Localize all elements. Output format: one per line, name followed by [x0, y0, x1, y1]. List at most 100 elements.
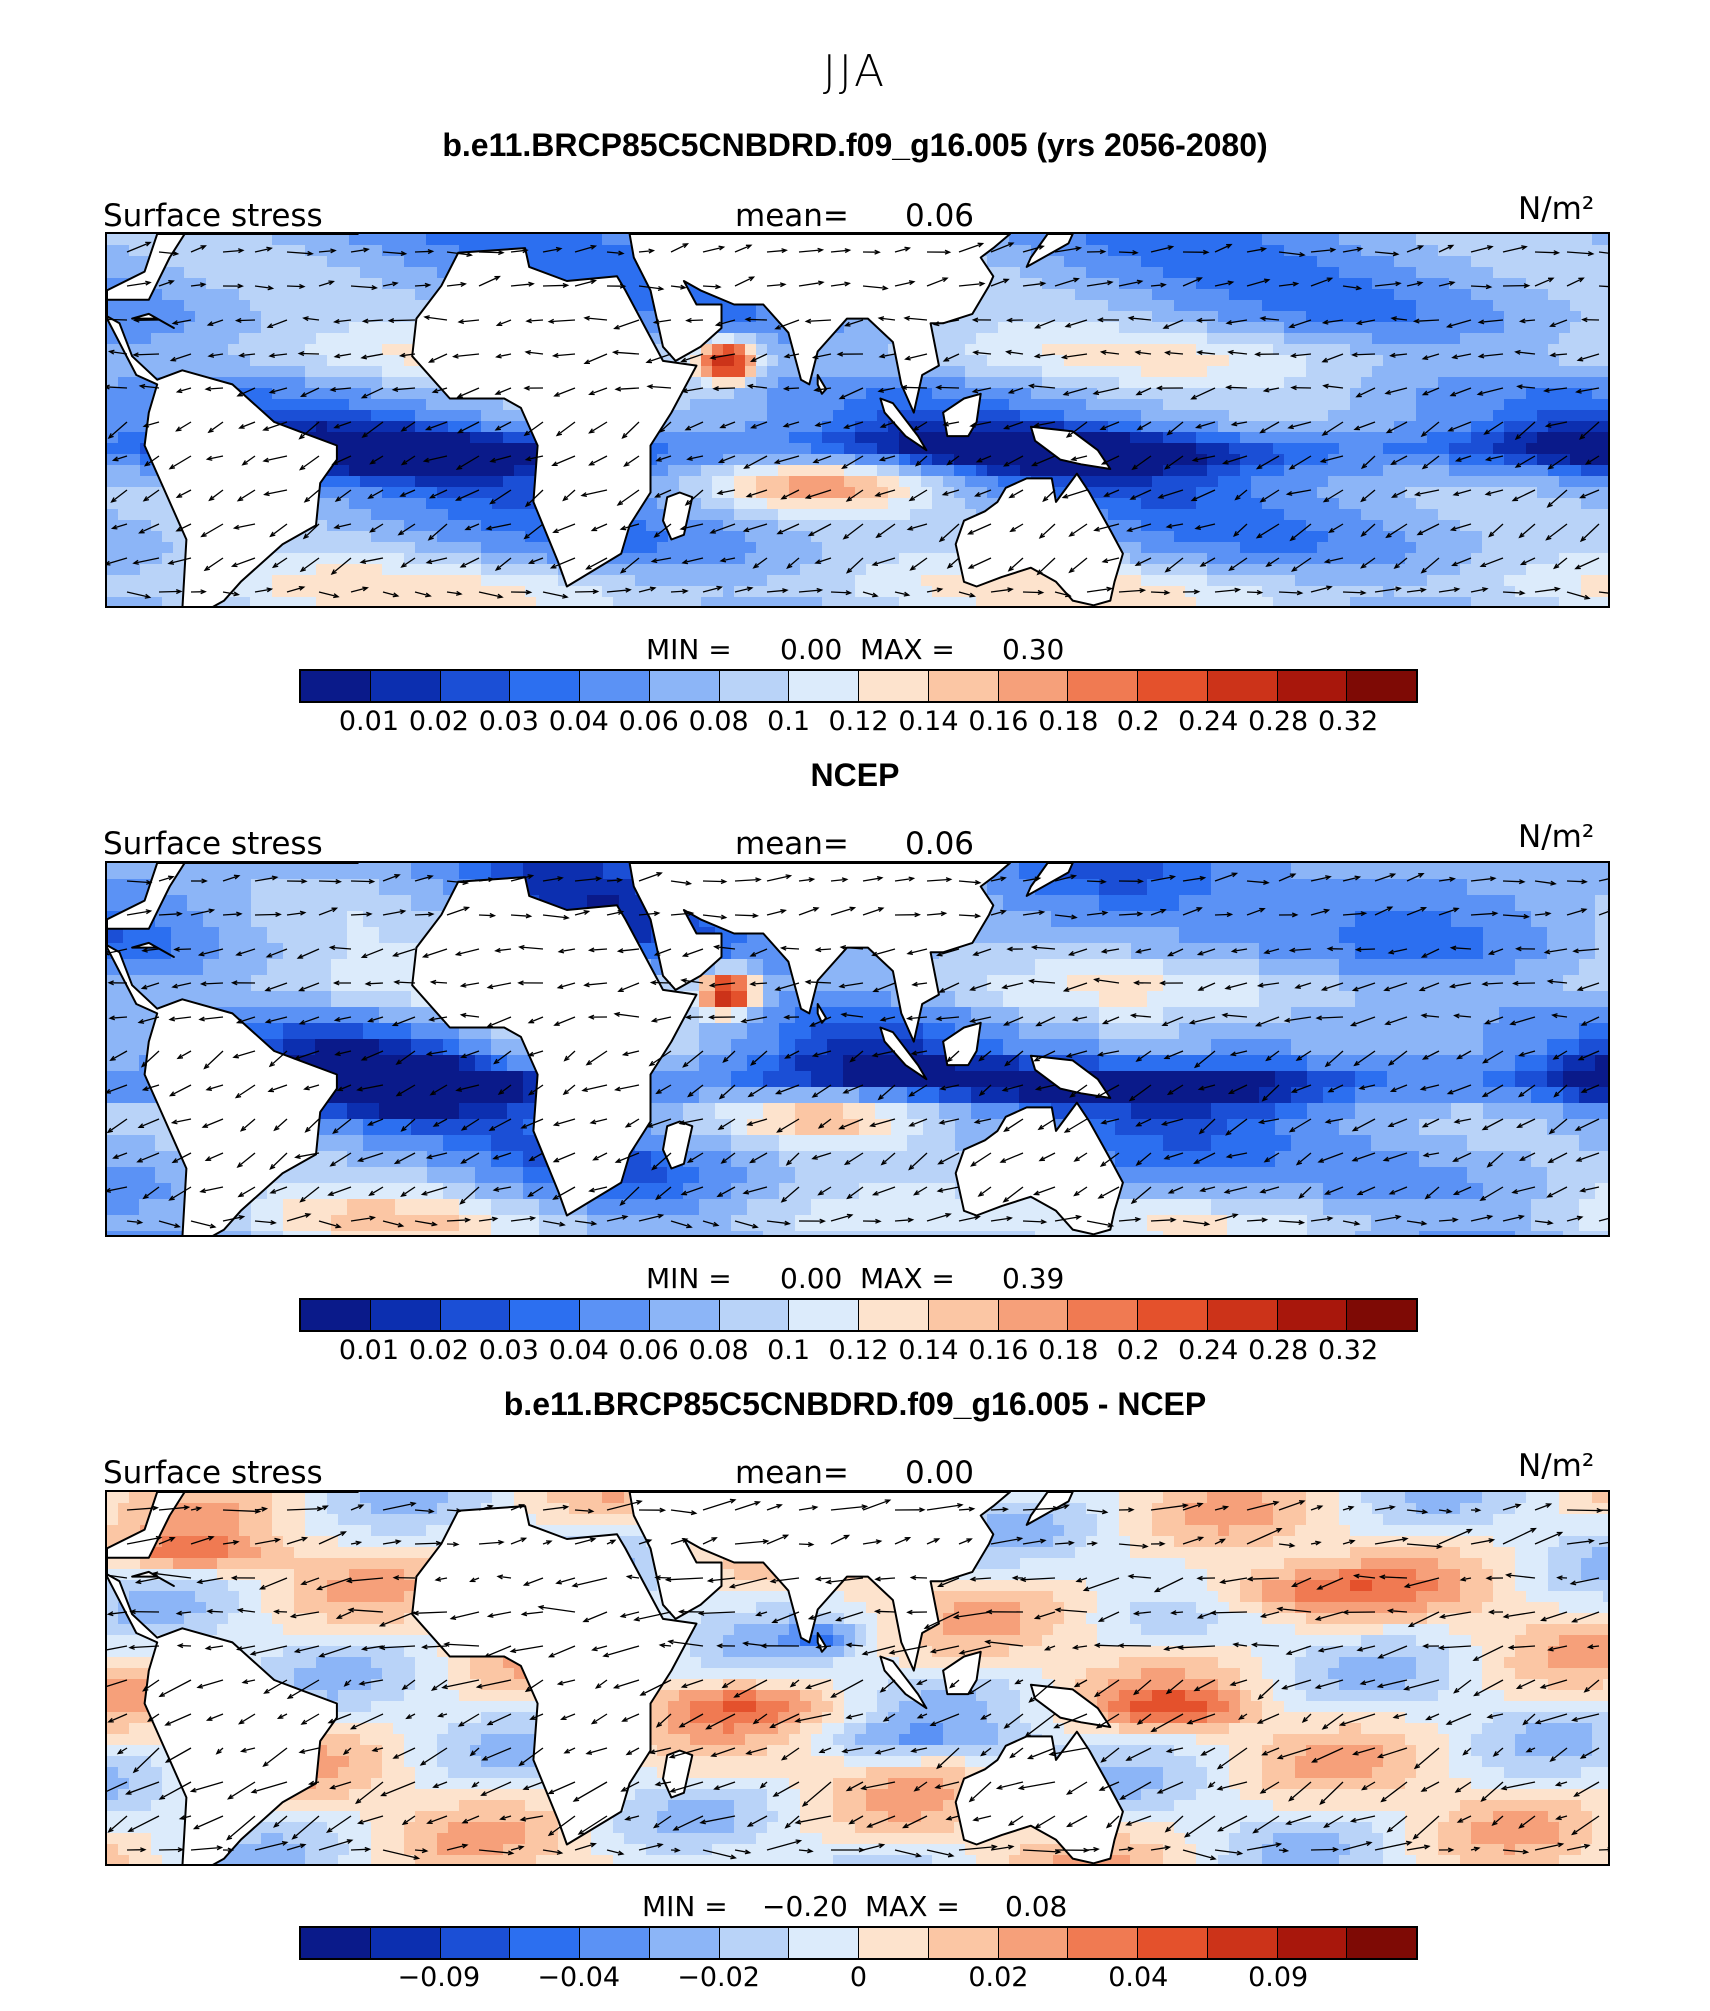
colorbar-tick-label: 0.1: [767, 706, 811, 737]
colorbar-swatch: [440, 671, 511, 701]
panel-3-mean-value: 0.00: [905, 1455, 975, 1491]
stress-vectors: [107, 872, 1608, 1229]
colorbar-tick-label: 0.24: [1178, 706, 1239, 737]
colorbar-tick-label: −0.09: [397, 1962, 481, 1993]
panel-3-max-label: MAX =: [865, 1890, 960, 1923]
colorbar-swatch: [998, 671, 1069, 701]
colorbar-swatch: [301, 671, 371, 701]
colorbar-tick-label: 0.06: [618, 706, 679, 737]
colorbar-tick-label: 0.2: [1116, 706, 1160, 737]
colorbar-swatch: [859, 671, 929, 701]
panel-1-map-svg: [107, 234, 1608, 606]
colorbar-tick-label: 0.18: [1038, 1335, 1099, 1366]
colorbar-tick-label: 0: [849, 1962, 868, 1993]
colorbar-tick-label: 0.03: [478, 706, 539, 737]
colorbar-tick-label: 0.32: [1318, 706, 1379, 737]
panel-2-mean-value: 0.06: [905, 826, 975, 862]
colorbar-swatch: [510, 671, 580, 701]
colorbar-swatch: [1068, 671, 1138, 701]
colorbar-swatch: [719, 671, 790, 701]
colorbar-tick-label: −0.02: [677, 1962, 760, 1993]
colorbar-swatch: [789, 1300, 859, 1330]
panel-2-map-svg: [107, 863, 1608, 1235]
colorbar-swatch: [440, 1928, 511, 1958]
panel-2-mean-label: mean=: [735, 826, 849, 862]
stress-vectors: [107, 241, 1608, 600]
panel-3-title: b.e11.BRCP85C5CNBDRD.f09_g16.005 - NCEP: [503, 1386, 1207, 1422]
panel-1-mean-value: 0.06: [905, 198, 975, 234]
colorbar-swatch: [649, 1300, 720, 1330]
continents: [107, 863, 1124, 1235]
colorbar-tick-label: 0.24: [1178, 1335, 1239, 1366]
panel-1-max-value: 0.30: [1002, 633, 1065, 666]
panel-1-title: b.e11.BRCP85C5CNBDRD.f09_g16.005 (yrs 20…: [442, 127, 1268, 163]
panel-2-max-label: MAX =: [860, 1262, 955, 1295]
panel-3-min-label: MIN =: [642, 1890, 728, 1923]
colorbar-swatch: [1068, 1928, 1138, 1958]
panel-2-colorbar: [299, 1298, 1418, 1332]
colorbar-tick-label: 0.1: [767, 1335, 811, 1366]
colorbar-tick-label: 0.08: [688, 1335, 749, 1366]
panel-3-variable-label: Surface stress: [103, 1455, 323, 1491]
panel-3-mean-label: mean=: [735, 1455, 849, 1491]
colorbar-tick-label: 0.28: [1248, 706, 1309, 737]
panel-2-units: N/m²: [1518, 819, 1595, 855]
colorbar-tick-label: 0.01: [338, 706, 399, 737]
colorbar-tick-label: 0.02: [968, 1962, 1029, 1993]
panel-3-units: N/m²: [1518, 1448, 1595, 1484]
colorbar-swatch: [1207, 1928, 1278, 1958]
colorbar-swatch: [1207, 671, 1278, 701]
panel-2-min-label: MIN =: [646, 1262, 732, 1295]
colorbar-swatch: [580, 1928, 650, 1958]
colorbar-tick-label: 0.04: [1108, 1962, 1169, 1993]
colorbar-swatch: [1277, 671, 1348, 701]
colorbar-tick-label: 0.16: [968, 1335, 1029, 1366]
colorbar-swatch: [370, 671, 441, 701]
continents: [107, 234, 1124, 606]
panel-3-max-value: 0.08: [1005, 1890, 1068, 1923]
colorbar-swatch: [719, 1928, 790, 1958]
colorbar-swatch: [1347, 1300, 1416, 1330]
colorbar-swatch: [1207, 1300, 1278, 1330]
colorbar-swatch: [859, 1300, 929, 1330]
panel-3-colorbar: [299, 1926, 1418, 1960]
colorbar-swatch: [998, 1300, 1069, 1330]
colorbar-tick-label: 0.04: [548, 706, 609, 737]
colorbar-swatch: [580, 671, 650, 701]
colorbar-tick-label: 0.01: [338, 1335, 399, 1366]
colorbar-swatch: [370, 1928, 441, 1958]
colorbar-swatch: [1138, 671, 1208, 701]
panel-1-map: [105, 232, 1610, 608]
panel-1-min-label: MIN =: [646, 633, 732, 666]
panel-1-units: N/m²: [1518, 191, 1595, 227]
colorbar-swatch: [649, 1928, 720, 1958]
colorbar-tick-label: 0.14: [898, 706, 959, 737]
panel-2-max-value: 0.39: [1002, 1262, 1065, 1295]
colorbar-swatch: [859, 1928, 929, 1958]
colorbar-swatch: [1138, 1300, 1208, 1330]
panel-3-min-value: −0.20: [762, 1890, 848, 1923]
colorbar-tick-label: 0.09: [1248, 1962, 1309, 1993]
colorbar-swatch: [370, 1300, 441, 1330]
colorbar-tick-label: 0.08: [688, 706, 749, 737]
colorbar-swatch: [789, 1928, 859, 1958]
colorbar-swatch: [1277, 1300, 1348, 1330]
panel-1-max-label: MAX =: [860, 633, 955, 666]
colorbar-swatch: [789, 671, 859, 701]
stress-vectors: [107, 1498, 1608, 1861]
colorbar-swatch: [1138, 1928, 1208, 1958]
panel-1-colorbar: [299, 669, 1418, 703]
panel-2-min-value: 0.00: [780, 1262, 843, 1295]
colorbar-tick-label: 0.16: [968, 706, 1029, 737]
continents: [107, 1492, 1124, 1864]
figure-title: JJA: [822, 46, 888, 97]
panel-1-min-value: 0.00: [780, 633, 843, 666]
colorbar-swatch: [649, 671, 720, 701]
colorbar-swatch: [928, 1928, 999, 1958]
colorbar-swatch: [719, 1300, 790, 1330]
colorbar-swatch: [928, 671, 999, 701]
panel-3-map-svg: [107, 1492, 1608, 1864]
colorbar-swatch: [1277, 1928, 1348, 1958]
colorbar-swatch: [998, 1928, 1069, 1958]
colorbar-tick-label: 0.28: [1248, 1335, 1309, 1366]
